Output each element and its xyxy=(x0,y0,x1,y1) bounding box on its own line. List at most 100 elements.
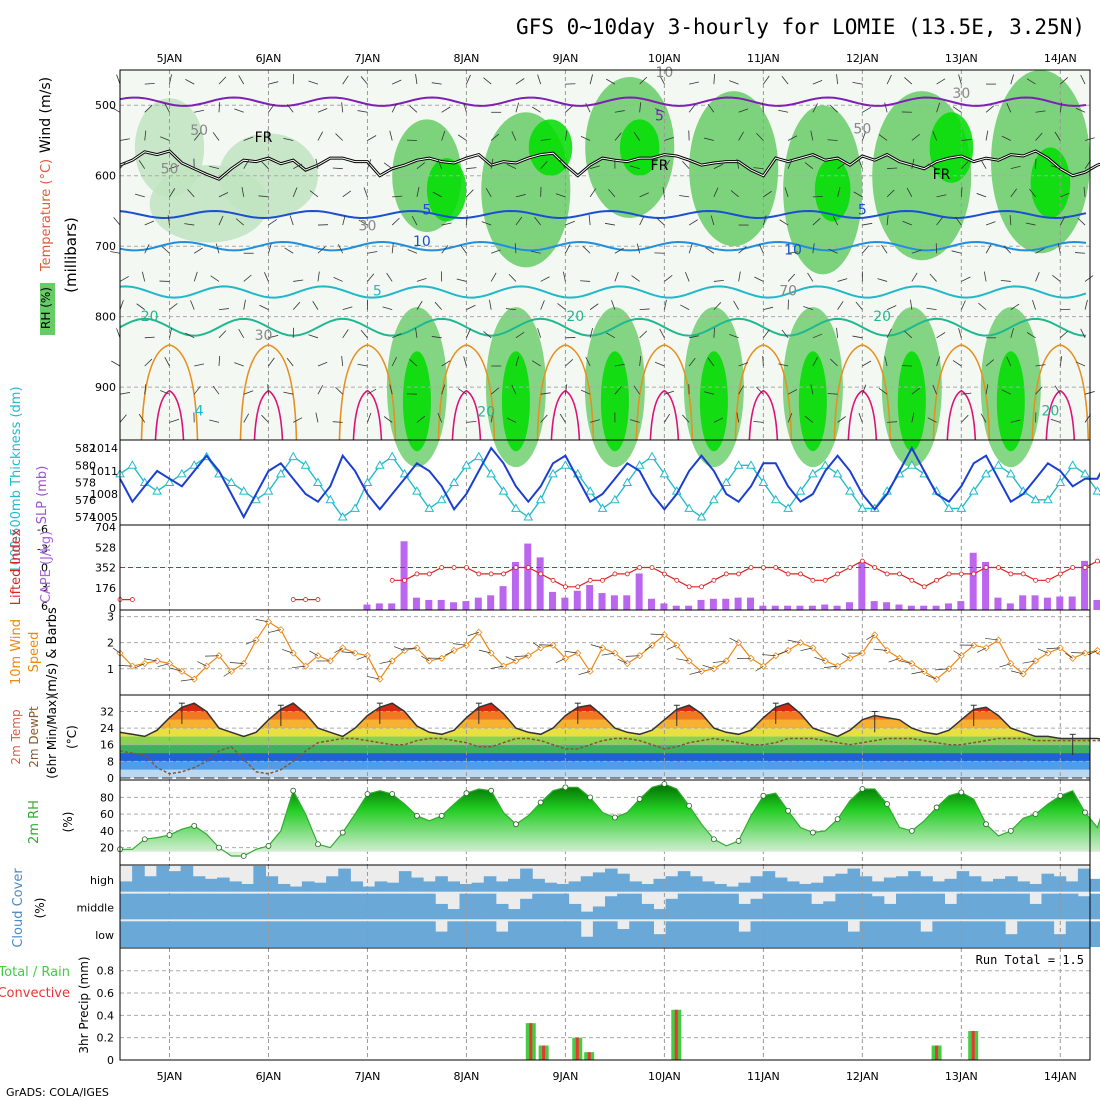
wind-barb xyxy=(317,108,328,113)
wind-barb xyxy=(267,130,269,141)
cloud-cell xyxy=(314,921,327,947)
wind-speed-point xyxy=(277,626,285,634)
cape-bar xyxy=(1081,560,1089,610)
rh2m-point xyxy=(265,843,272,849)
cloud-cell xyxy=(968,921,982,947)
cloud-cell xyxy=(253,921,266,947)
wind-barb xyxy=(456,278,467,282)
pressure-tick: 800 xyxy=(95,311,116,324)
wind-barb xyxy=(463,356,467,367)
wind-barb xyxy=(441,360,451,367)
lifted-point xyxy=(563,584,568,590)
thickness-point xyxy=(387,451,398,461)
wind10-barb xyxy=(729,637,739,643)
wind-barb xyxy=(787,389,798,395)
wind-barb xyxy=(927,163,937,170)
lifted-point xyxy=(835,571,841,577)
cloud-cell xyxy=(871,896,885,920)
wind-barb xyxy=(1080,74,1086,85)
wind-barb xyxy=(169,327,172,338)
wind-barb xyxy=(136,303,145,310)
wind10-barb xyxy=(814,656,826,662)
wind-barb xyxy=(308,334,319,339)
pressure-tick: 600 xyxy=(95,170,116,183)
wind-barb xyxy=(1059,102,1063,113)
rh2m-point xyxy=(958,789,965,796)
wind-barb xyxy=(1084,299,1088,310)
wind-barb xyxy=(144,336,155,339)
wind-barb xyxy=(431,82,442,85)
cloud-cell xyxy=(968,893,982,920)
wind-barb xyxy=(241,186,245,197)
wind-barb xyxy=(858,412,863,423)
wind-barb xyxy=(614,386,622,395)
precip-convective-bar xyxy=(971,1030,975,1060)
cloud-cell xyxy=(1029,921,1042,947)
cloud-cell xyxy=(568,903,582,920)
lifted-point xyxy=(983,565,989,570)
wind-barb xyxy=(837,162,846,169)
cape-bar xyxy=(920,605,928,610)
wind-speed-point xyxy=(598,644,607,652)
date-tick-bottom: 9JAN xyxy=(553,1070,579,1083)
lifted-point xyxy=(575,584,581,590)
thickness-point xyxy=(795,486,806,495)
wind-barb xyxy=(293,279,304,282)
wind-barb xyxy=(654,361,665,367)
wind-barb xyxy=(144,384,147,395)
cloud-cell xyxy=(217,877,230,892)
cloud-cell xyxy=(144,921,157,947)
wind10-barb xyxy=(292,665,306,669)
cloud-cover-panel: high middle low xyxy=(76,865,1100,948)
wind-barb xyxy=(580,280,591,282)
wind-barb xyxy=(804,415,814,423)
wind-barb xyxy=(804,162,814,169)
cloud-cell xyxy=(847,868,861,892)
wind-barb xyxy=(491,249,501,254)
wind-barb xyxy=(1054,385,1061,395)
lifted-point xyxy=(587,577,593,583)
cloud-cell xyxy=(956,893,970,920)
cloud-cell xyxy=(483,876,497,892)
wind-barb xyxy=(778,363,789,367)
pressure-tick: 500 xyxy=(95,99,116,112)
wind-barb xyxy=(589,328,593,338)
temp-tick: 16 xyxy=(100,739,114,752)
cloud-cell xyxy=(398,871,412,892)
wind-barb xyxy=(187,189,195,198)
temp-tick: 32 xyxy=(100,705,114,718)
wind-barb xyxy=(756,133,764,141)
lifted-point xyxy=(810,577,816,583)
cloud-cell xyxy=(1065,881,1079,892)
wind-barb xyxy=(490,272,497,282)
rh-region xyxy=(1030,147,1071,218)
cloud-cell xyxy=(338,921,351,947)
wind-speed-point xyxy=(363,652,372,660)
wind-barb xyxy=(861,130,867,141)
cloud-cell xyxy=(677,893,691,920)
wind-barb xyxy=(218,102,221,113)
wind-barb xyxy=(267,384,269,395)
wind-barb xyxy=(589,74,593,85)
wind-barb xyxy=(119,300,124,310)
temp-tick: 0 xyxy=(107,772,114,785)
wind-barb xyxy=(537,74,542,85)
wind-barb xyxy=(1060,77,1069,85)
thickness-point xyxy=(473,451,484,461)
wind-barb xyxy=(636,243,641,254)
wind-barb xyxy=(169,188,176,198)
wind-barb xyxy=(1054,131,1061,141)
wind-barb xyxy=(631,275,640,282)
cloud-cell xyxy=(944,921,958,947)
wind-barb xyxy=(1059,356,1063,367)
cloud-cell xyxy=(520,868,533,892)
wind-barb xyxy=(490,133,500,141)
wind-barb xyxy=(367,159,372,169)
ylabel-rh2m-unit: (%) xyxy=(61,812,75,833)
rh2m-tick: 80 xyxy=(100,791,114,804)
wind10-barb xyxy=(490,665,504,669)
contour-label: FR xyxy=(651,158,669,174)
rh2m-point xyxy=(488,787,495,794)
wind-barb xyxy=(812,218,821,226)
thickness-point xyxy=(424,503,435,512)
